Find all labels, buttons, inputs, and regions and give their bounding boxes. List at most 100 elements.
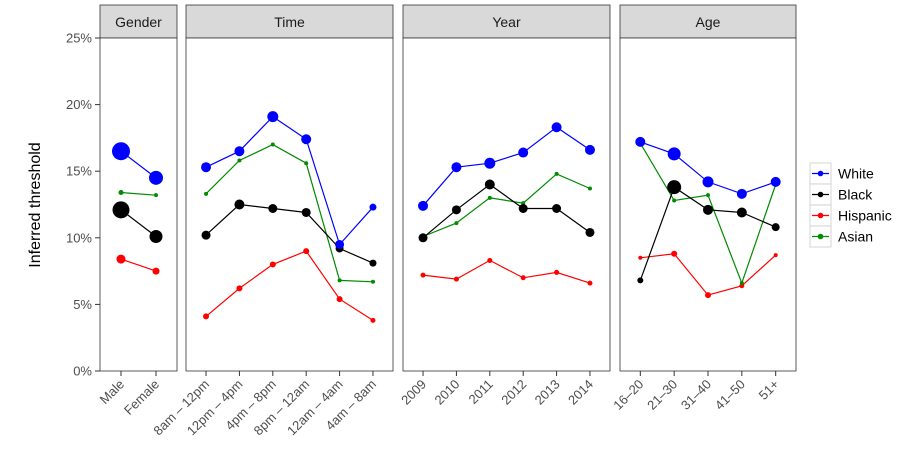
panel-title: Year	[492, 14, 521, 30]
x-tick-label: 16–20	[610, 377, 646, 413]
data-point-hispanic	[203, 313, 210, 320]
x-tick-label: 2011	[466, 377, 496, 407]
data-point-hispanic	[116, 254, 126, 264]
panel-title: Time	[274, 14, 305, 30]
data-point-hispanic	[420, 272, 426, 278]
data-point-black	[703, 204, 713, 215]
data-point-black	[301, 207, 311, 217]
data-point-asian	[554, 171, 559, 176]
x-tick-label: Male	[97, 377, 128, 408]
series-line-asian	[422, 173, 591, 238]
data-point-black	[736, 207, 747, 218]
legend-label: White	[838, 166, 874, 182]
x-tick-label: 51+	[756, 377, 782, 403]
x-tick-label: 31–40	[678, 377, 714, 413]
data-point-asian	[487, 195, 492, 200]
data-point-black	[369, 259, 377, 267]
panel-frame	[185, 37, 394, 372]
panel-title: Gender	[115, 14, 162, 30]
data-point-hispanic	[152, 267, 160, 275]
data-point-hispanic	[236, 285, 243, 292]
x-tick-label: 2012	[498, 377, 529, 408]
data-point-hispanic	[587, 280, 593, 286]
data-point-black	[667, 180, 682, 195]
data-point-asian	[237, 158, 242, 163]
y-tick-label: 20%	[66, 97, 92, 112]
data-point-white	[584, 144, 595, 155]
data-point-asian	[672, 198, 677, 203]
data-point-hispanic	[269, 261, 276, 268]
y-axis: 0% 5% 10% 15% 20% 25%	[66, 31, 100, 379]
panel-strip	[402, 4, 611, 39]
y-tick-label: 0%	[73, 364, 92, 379]
x-tick-label: 2013	[532, 377, 563, 408]
data-point-white	[702, 176, 714, 188]
data-point-white	[518, 147, 529, 158]
data-point-black	[201, 230, 211, 240]
data-point-white	[149, 170, 163, 185]
legend: White Black Hispanic Asian	[809, 161, 892, 249]
series-line-asian	[205, 143, 374, 283]
data-point-white	[551, 122, 562, 133]
panel-year: Year 2009 2010 2011 2012 2013 2014	[398, 4, 611, 408]
data-point-hispanic	[370, 317, 376, 323]
data-point-white	[770, 176, 781, 187]
data-point-asian	[454, 221, 459, 226]
series-line-hispanic	[422, 259, 591, 284]
legend-key-point	[817, 233, 824, 240]
series-line-black	[205, 203, 374, 264]
data-point-white	[635, 136, 646, 147]
panel-frame	[619, 37, 797, 372]
data-point-hispanic	[520, 275, 526, 281]
data-point-white	[369, 203, 377, 211]
data-point-hispanic	[487, 257, 493, 263]
panel-frame	[99, 37, 178, 372]
series-line-hispanic	[205, 250, 374, 321]
data-point-asian	[304, 161, 309, 166]
data-point-black	[552, 203, 562, 213]
data-point-asian	[587, 186, 592, 191]
y-tick-label: 10%	[66, 230, 92, 245]
series-line-white	[422, 126, 591, 207]
legend-key-point	[817, 170, 824, 177]
data-point-black	[484, 179, 495, 190]
legend-key-point	[817, 212, 824, 219]
data-point-white	[418, 200, 429, 211]
panel-frame	[402, 37, 611, 372]
y-axis-title: Inferred threshold	[27, 142, 44, 267]
legend-label: Black	[838, 187, 873, 203]
x-tick-label: 2010	[431, 377, 462, 408]
data-point-black	[585, 227, 595, 237]
data-point-black	[234, 199, 245, 210]
data-point-black	[112, 201, 130, 219]
data-point-black	[149, 229, 163, 243]
data-point-hispanic	[336, 296, 343, 303]
data-point-white	[301, 134, 312, 145]
y-tick-label: 5%	[73, 297, 92, 312]
data-point-asian	[118, 190, 124, 196]
data-point-asian	[154, 193, 158, 198]
series-line-white	[205, 115, 374, 246]
data-point-white	[484, 157, 496, 169]
data-point-asian	[370, 279, 375, 284]
panel-title: Age	[696, 14, 721, 30]
data-point-black	[418, 233, 428, 243]
legend-label: Hispanic	[838, 208, 892, 224]
x-tick-label: 2014	[565, 377, 596, 408]
legend-label: Asian	[838, 229, 873, 245]
data-point-white	[736, 188, 747, 199]
series-line-black	[422, 183, 591, 239]
data-point-black	[518, 203, 528, 213]
data-point-white	[335, 239, 345, 249]
data-point-white	[451, 162, 462, 173]
data-point-asian	[337, 278, 342, 283]
data-point-hispanic	[773, 253, 778, 258]
panel-strip	[185, 4, 394, 39]
x-tick-label: 21–30	[644, 377, 680, 413]
x-tick-label: 2009	[398, 377, 429, 408]
legend-key-point	[817, 191, 824, 198]
